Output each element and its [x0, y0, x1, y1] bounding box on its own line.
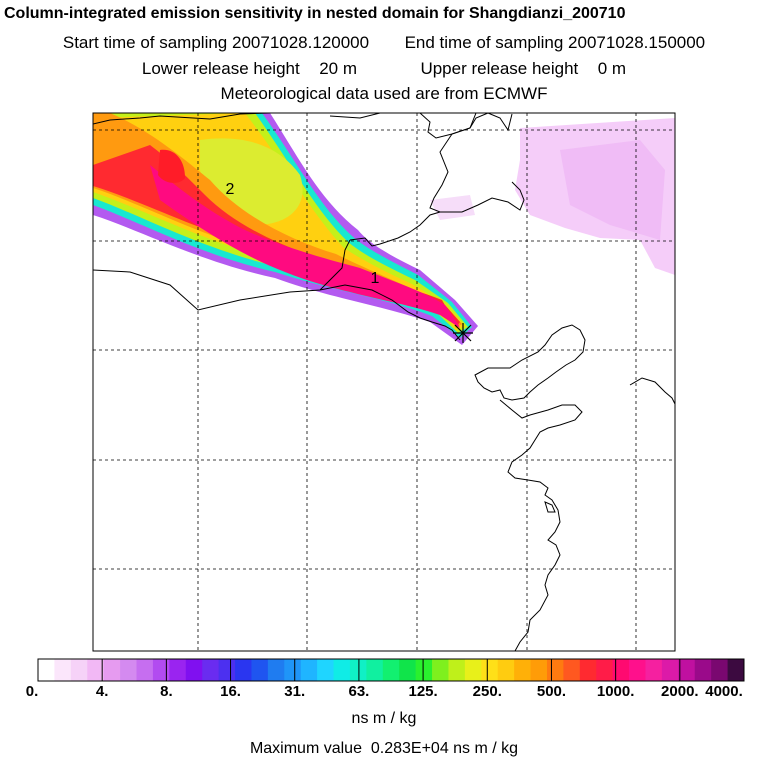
colorbar-cell: [251, 659, 269, 681]
release-heights: Lower release height 20 m Upper release …: [0, 59, 768, 79]
colorbar-cell: [70, 659, 88, 681]
colorbar-cell: [54, 659, 72, 681]
maximum-value-text: Maximum value 0.283E+04 ns m / kg: [0, 740, 768, 758]
colorbar-cell: [349, 659, 367, 681]
lower-height-value: 20 m: [319, 59, 357, 78]
far-field-sensitivity-spot: [430, 195, 475, 220]
lat-lon-grid: [93, 113, 675, 651]
colorbar-cell: [563, 659, 581, 681]
lower-height-label: Lower release height: [141, 59, 300, 78]
colorbar-cell: [235, 659, 252, 681]
colorbar-cell: [694, 659, 712, 681]
end-time-value: 20071028.150000: [568, 33, 706, 52]
colorbar-cell: [317, 659, 334, 681]
end-time-label: End time of sampling: [404, 33, 564, 52]
colorbar-tick-label: 31.: [284, 683, 306, 700]
plume-magenta: [150, 165, 460, 328]
colorbar-cell: [382, 659, 400, 681]
island-south: [544, 501, 556, 513]
colorbar-tick-label: 500.: [536, 683, 567, 700]
colorbar-cell: [596, 659, 614, 681]
colorbar-cells: [38, 659, 745, 681]
coastline-west: [349, 211, 441, 247]
colorbar-cell: [530, 659, 548, 681]
colorbar-cell: [366, 659, 384, 681]
colorbar-cell: [333, 659, 351, 681]
colorbar-tick-label: 0.: [25, 683, 39, 700]
trajectory-label-2: 2: [226, 181, 235, 198]
colorbar-cell: [103, 659, 121, 681]
colorbar-cell: [169, 659, 187, 681]
colorbar-tick-label: 4.: [95, 683, 109, 700]
maximum-value: 0.283E+04 ns m / kg: [370, 740, 519, 757]
colorbar-cell: [629, 659, 646, 681]
start-time-label: Start time of sampling: [62, 33, 228, 52]
colorbar-cell: [432, 659, 449, 681]
colorbar-cell: [612, 659, 630, 681]
colorbar-cell: [87, 659, 105, 681]
colorbar-cell: [514, 659, 531, 681]
start-time-value: 20071028.120000: [232, 33, 370, 52]
coastlines: [93, 113, 675, 651]
colorbar-cell: [120, 659, 137, 681]
colorbar-cell: [481, 659, 499, 681]
colorbar-tick-label: 16.: [220, 683, 241, 700]
map-frame: [92, 112, 676, 652]
trajectory-label-1: 1: [371, 270, 380, 287]
colorbar-cell: [218, 659, 236, 681]
colorbar-cell: [497, 659, 515, 681]
island-east: [629, 377, 675, 405]
far-field-sensitivity-pale: [560, 140, 665, 240]
upper-height-label: Upper release height: [420, 59, 579, 78]
colorbar-tick-label: 125.: [408, 683, 438, 700]
maximum-value-label: Maximum value: [249, 740, 362, 757]
plot-title: Column-integrated emission sensitivity i…: [4, 5, 626, 22]
colorbar-tick-label: 8.: [160, 683, 173, 700]
colorbar-cell: [448, 659, 466, 681]
colorbar-units: ns m / kg: [351, 710, 417, 727]
colorbar-cell: [415, 659, 433, 681]
plume-red: [93, 145, 460, 326]
colorbar-cell: [579, 659, 597, 681]
sampling-times: Start time of sampling 20071028.120000 E…: [0, 33, 768, 53]
colorbar-tick-label: 250.: [472, 683, 502, 700]
plume-red-patch: [158, 149, 185, 183]
colorbar-cell: [678, 659, 696, 681]
coastline-south: [499, 399, 583, 651]
coastline-south-shore: [319, 284, 461, 341]
colorbar-cell: [284, 659, 302, 681]
colorbar-tick-label: 1000.: [596, 683, 635, 700]
coastline-peninsula: [474, 324, 586, 401]
colorbar-cell: [300, 659, 318, 681]
colorbar-cell: [267, 659, 285, 681]
border-line: [93, 239, 351, 311]
colorbar-cell: [152, 659, 170, 681]
colorbar-tick-label: 63.: [348, 683, 370, 700]
colorbar-cell: [185, 659, 203, 681]
release-location-cross: [453, 323, 473, 343]
colorbar-cell: [727, 659, 745, 681]
colorbar-major-dividers: [101, 659, 681, 681]
colorbar-cell: [136, 659, 154, 681]
colorbar-tick-label: 4000.: [705, 683, 743, 700]
met-data-source: Meteorological data used are from ECMWF: [220, 84, 548, 103]
upper-height-value: 0 m: [597, 59, 627, 78]
colorbar-cell: [711, 659, 728, 681]
colorbar-cell: [645, 659, 663, 681]
map-content: 2 1: [93, 113, 675, 651]
colorbar-frame: [37, 658, 745, 682]
colorbar-cell: [38, 659, 55, 681]
colorbar-cell: [546, 659, 564, 681]
colorbar-tick-label: 2000.: [661, 683, 699, 700]
colorbar-cell: [399, 659, 417, 681]
colorbar-cell: [202, 659, 220, 681]
colorbar-cell: [464, 659, 482, 681]
colorbar-cell: [661, 659, 679, 681]
